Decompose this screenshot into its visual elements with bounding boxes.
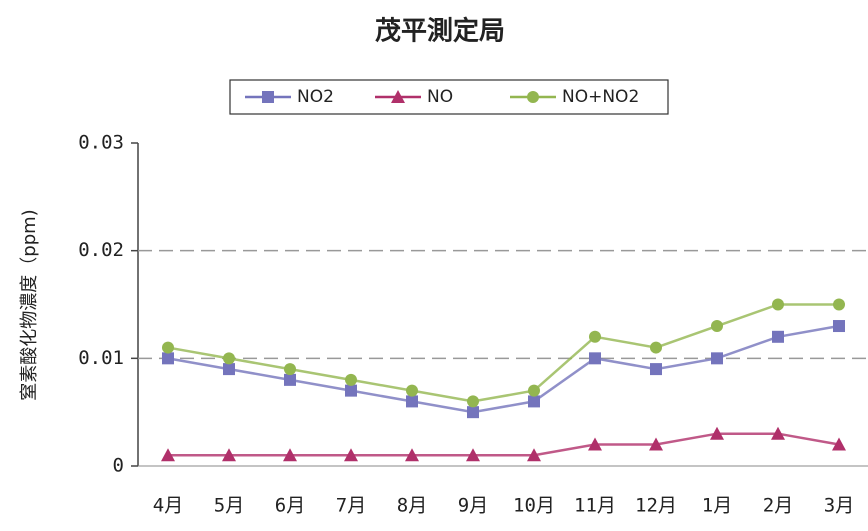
x-tick-label: 1月 [702,495,732,517]
data-point [467,406,479,419]
data-point [162,352,174,365]
x-tick-label: 10月 [513,495,555,517]
legend-box [229,79,669,115]
x-tick-label: 3月 [824,495,854,517]
series-line [167,303,839,403]
data-point [284,373,296,386]
data-point [406,384,418,397]
data-point [650,363,662,376]
data-point [345,384,357,397]
data-point [162,341,174,354]
data-point [527,448,541,462]
data-point [772,330,784,343]
legend-marker [391,90,405,103]
data-point [284,363,296,376]
data-point [161,448,175,462]
data-point [589,352,601,365]
y-tick-label: 0.03 [78,132,124,154]
chart-title: 茂平測定局 [375,16,505,47]
data-point [467,395,479,408]
x-tick-label: 2月 [763,495,793,517]
y-tick-label: 0 [113,455,124,477]
data-point [588,437,602,451]
y-axis-label: 窒素酸化物濃度（ppm) [19,209,40,400]
data-point [833,298,845,311]
data-point [832,437,846,451]
legend-label: NO2 [297,87,334,107]
x-tick-label: 7月 [336,495,366,517]
data-point [649,437,663,451]
data-point [283,448,297,462]
data-point [466,448,480,462]
data-point [711,352,723,365]
data-point [650,341,662,354]
data-point [711,320,723,333]
data-point [772,298,784,311]
data-point [345,373,357,386]
x-tick-label: 8月 [397,495,427,517]
x-tick-label: 12月 [635,495,677,517]
data-point [589,330,601,343]
x-tick-label: 6月 [275,495,305,517]
legend-marker [527,91,539,103]
y-tick-label: 0.02 [78,239,124,261]
series-line [168,432,840,457]
legend-label: NO+NO2 [562,87,639,107]
data-point [833,320,845,333]
data-point [405,448,419,462]
x-tick-label: 9月 [458,495,488,517]
data-point [771,426,785,440]
x-tick-label: 4月 [153,495,183,517]
data-point [528,395,540,408]
data-point [223,363,235,376]
data-point [223,352,235,365]
data-point [222,448,236,462]
data-point [344,448,358,462]
data-point [528,384,540,397]
legend-label: NO [427,87,453,107]
legend-marker [262,91,274,103]
x-tick-label: 11月 [574,495,616,517]
series-line [167,324,840,414]
data-point [406,395,418,408]
data-point [710,426,724,440]
y-tick-label: 0.01 [78,347,124,369]
x-tick-label: 5月 [214,495,244,517]
